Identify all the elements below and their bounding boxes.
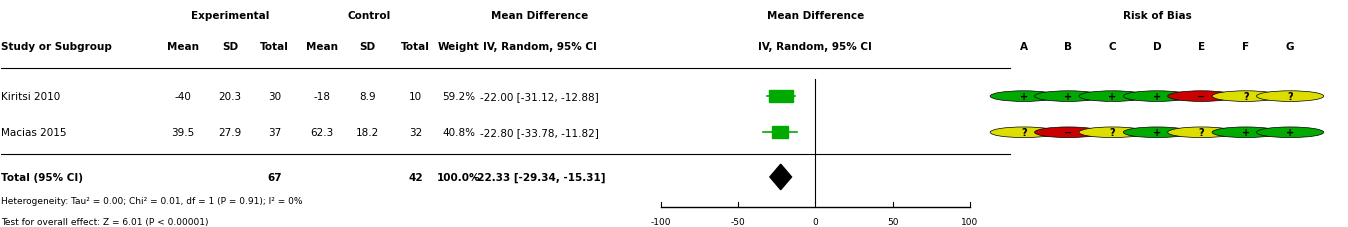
Text: −: − (1197, 92, 1205, 102)
Text: ?: ? (1109, 128, 1115, 138)
Text: C: C (1108, 42, 1116, 52)
Polygon shape (770, 164, 791, 190)
Circle shape (1256, 127, 1324, 138)
Text: ?: ? (1287, 92, 1293, 102)
Text: +: + (1064, 92, 1072, 102)
Text: +: + (1108, 92, 1116, 102)
Text: 67: 67 (267, 172, 282, 182)
Text: -100: -100 (650, 217, 671, 226)
Text: 100: 100 (961, 217, 979, 226)
Circle shape (1212, 127, 1279, 138)
Circle shape (1212, 91, 1279, 102)
Text: Mean Difference: Mean Difference (767, 10, 864, 20)
Text: Macias 2015: Macias 2015 (1, 128, 67, 138)
Text: G: G (1286, 42, 1294, 52)
Text: +: + (1019, 92, 1027, 102)
Text: Kiritsi 2010: Kiritsi 2010 (1, 92, 61, 102)
Text: SD: SD (222, 42, 239, 52)
Circle shape (1256, 91, 1324, 102)
Text: IV, Random, 95% CI: IV, Random, 95% CI (759, 42, 872, 52)
Text: Mean: Mean (167, 42, 200, 52)
Text: Heterogeneity: Tau² = 0.00; Chi² = 0.01, df = 1 (P = 0.91); I² = 0%: Heterogeneity: Tau² = 0.00; Chi² = 0.01,… (1, 196, 303, 205)
Text: 32: 32 (408, 128, 422, 138)
Circle shape (1034, 91, 1101, 102)
Text: 100.0%: 100.0% (437, 172, 480, 182)
Text: Control: Control (346, 10, 391, 20)
Text: 8.9: 8.9 (359, 92, 376, 102)
Text: ?: ? (1243, 92, 1248, 102)
Circle shape (1167, 127, 1235, 138)
Text: Mean: Mean (306, 42, 337, 52)
Text: 62.3: 62.3 (310, 128, 333, 138)
Text: 20.3: 20.3 (218, 92, 241, 102)
Text: 59.2%: 59.2% (442, 92, 476, 102)
FancyBboxPatch shape (772, 127, 789, 138)
Text: D: D (1153, 42, 1161, 52)
Circle shape (1123, 91, 1190, 102)
Text: B: B (1064, 42, 1072, 52)
Text: 18.2: 18.2 (356, 128, 379, 138)
Text: 42: 42 (408, 172, 423, 182)
Text: -50: -50 (731, 217, 745, 226)
Circle shape (1078, 127, 1146, 138)
Text: -22.33 [-29.34, -15.31]: -22.33 [-29.34, -15.31] (473, 172, 605, 182)
FancyBboxPatch shape (770, 91, 793, 103)
Text: A: A (1019, 42, 1027, 52)
Text: F: F (1242, 42, 1250, 52)
Text: 40.8%: 40.8% (442, 128, 476, 138)
Text: Study or Subgroup: Study or Subgroup (1, 42, 112, 52)
Text: +: + (1286, 128, 1294, 138)
Text: Risk of Bias: Risk of Bias (1123, 10, 1192, 20)
Text: 30: 30 (268, 92, 280, 102)
Text: +: + (1242, 128, 1250, 138)
Text: -40: -40 (174, 92, 191, 102)
Text: 50: 50 (887, 217, 898, 226)
Circle shape (991, 91, 1057, 102)
Text: ?: ? (1198, 128, 1204, 138)
Circle shape (1034, 127, 1101, 138)
Text: 0: 0 (813, 217, 818, 226)
Text: E: E (1198, 42, 1205, 52)
Text: Mean Difference: Mean Difference (491, 10, 588, 20)
Text: IV, Random, 95% CI: IV, Random, 95% CI (483, 42, 596, 52)
Text: Total (95% CI): Total (95% CI) (1, 172, 84, 182)
Text: -22.80 [-33.78, -11.82]: -22.80 [-33.78, -11.82] (480, 128, 599, 138)
Text: −: − (1064, 128, 1072, 138)
Text: Experimental: Experimental (191, 10, 270, 20)
Text: +: + (1153, 128, 1161, 138)
Text: Test for overall effect: Z = 6.01 (P < 0.00001): Test for overall effect: Z = 6.01 (P < 0… (1, 217, 209, 226)
Text: -18: -18 (313, 92, 330, 102)
Text: Total: Total (402, 42, 430, 52)
Text: -22.00 [-31.12, -12.88]: -22.00 [-31.12, -12.88] (480, 92, 599, 102)
Text: ?: ? (1020, 128, 1027, 138)
Text: 37: 37 (268, 128, 282, 138)
Text: 39.5: 39.5 (171, 128, 194, 138)
Text: 10: 10 (410, 92, 422, 102)
Circle shape (991, 127, 1057, 138)
Circle shape (1078, 91, 1146, 102)
Circle shape (1167, 91, 1235, 102)
Text: +: + (1153, 92, 1161, 102)
Text: 27.9: 27.9 (218, 128, 241, 138)
Text: Weight: Weight (438, 42, 480, 52)
Text: Total: Total (260, 42, 288, 52)
Text: SD: SD (359, 42, 375, 52)
Circle shape (1123, 127, 1190, 138)
